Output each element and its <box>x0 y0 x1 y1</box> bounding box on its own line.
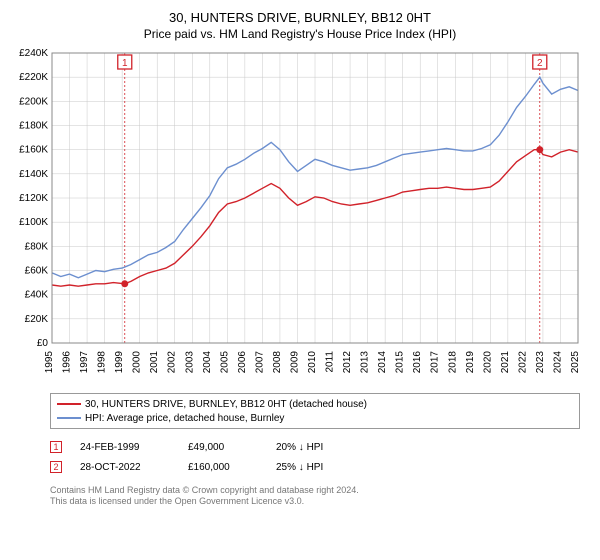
svg-text:2005: 2005 <box>219 351 230 374</box>
sale-date: 24-FEB-1999 <box>80 442 170 453</box>
svg-text:2006: 2006 <box>237 351 248 374</box>
legend-row: 30, HUNTERS DRIVE, BURNLEY, BB12 0HT (de… <box>57 397 573 411</box>
svg-text:2003: 2003 <box>184 351 195 374</box>
svg-text:2009: 2009 <box>289 351 300 374</box>
line-chart: £0 £20K £40K £60K £80K £100K £120K £140K £160K £1… <box>10 47 590 387</box>
svg-text:2021: 2021 <box>500 351 511 374</box>
svg-text:£240K: £240K <box>19 48 48 59</box>
legend: 30, HUNTERS DRIVE, BURNLEY, BB12 0HT (de… <box>50 393 580 429</box>
legend-label: HPI: Average price, detached house, Burn… <box>85 413 284 424</box>
svg-text:£220K: £220K <box>19 72 48 83</box>
svg-text:£60K: £60K <box>25 266 49 277</box>
svg-text:2: 2 <box>537 58 543 69</box>
credit-line: This data is licensed under the Open Gov… <box>50 496 580 507</box>
svg-text:1996: 1996 <box>62 351 73 374</box>
legend-label: 30, HUNTERS DRIVE, BURNLEY, BB12 0HT (de… <box>85 399 367 410</box>
svg-text:2002: 2002 <box>167 351 178 374</box>
svg-text:£120K: £120K <box>19 193 48 204</box>
svg-text:£40K: £40K <box>25 290 49 301</box>
credits: Contains HM Land Registry data © Crown c… <box>50 485 580 508</box>
sale-row: 2 28-OCT-2022 £160,000 25% ↓ HPI <box>50 457 580 477</box>
svg-text:2020: 2020 <box>482 351 493 374</box>
sale-price: £49,000 <box>188 442 258 453</box>
svg-text:£100K: £100K <box>19 217 48 228</box>
svg-text:2016: 2016 <box>412 351 423 374</box>
chart-subtitle: Price paid vs. HM Land Registry's House … <box>10 27 590 41</box>
svg-text:2015: 2015 <box>395 351 406 374</box>
legend-swatch <box>57 403 81 405</box>
credit-line: Contains HM Land Registry data © Crown c… <box>50 485 580 496</box>
legend-row: HPI: Average price, detached house, Burn… <box>57 411 573 425</box>
svg-text:1999: 1999 <box>114 351 125 374</box>
sale-marker-icon: 2 <box>50 461 62 473</box>
svg-text:2000: 2000 <box>132 351 143 374</box>
sales-table: 1 24-FEB-1999 £49,000 20% ↓ HPI 2 28-OCT… <box>50 437 580 477</box>
svg-text:2014: 2014 <box>377 351 388 374</box>
chart-area: £0 £20K £40K £60K £80K £100K £120K £140K £160K £1… <box>10 47 590 387</box>
svg-text:£20K: £20K <box>25 314 49 325</box>
sale-delta: 25% ↓ HPI <box>276 462 323 473</box>
svg-text:2010: 2010 <box>307 351 318 374</box>
svg-text:1: 1 <box>122 58 128 69</box>
svg-text:2022: 2022 <box>517 351 528 374</box>
svg-text:2008: 2008 <box>272 351 283 374</box>
svg-text:£200K: £200K <box>19 96 48 107</box>
svg-text:1997: 1997 <box>79 351 90 374</box>
svg-text:2004: 2004 <box>202 351 213 374</box>
svg-text:2025: 2025 <box>570 351 581 374</box>
legend-swatch <box>57 417 81 419</box>
svg-text:1995: 1995 <box>44 351 55 374</box>
svg-text:£180K: £180K <box>19 121 48 132</box>
svg-text:2024: 2024 <box>552 351 563 374</box>
sale-date: 28-OCT-2022 <box>80 462 170 473</box>
sale-price: £160,000 <box>188 462 258 473</box>
svg-text:£80K: £80K <box>25 241 49 252</box>
svg-text:2001: 2001 <box>149 351 160 374</box>
svg-text:2007: 2007 <box>254 351 265 374</box>
sale-marker-icon: 1 <box>50 441 62 453</box>
sale-row: 1 24-FEB-1999 £49,000 20% ↓ HPI <box>50 437 580 457</box>
svg-text:£0: £0 <box>37 338 49 349</box>
svg-text:2018: 2018 <box>447 351 458 374</box>
svg-text:£140K: £140K <box>19 169 48 180</box>
svg-text:2023: 2023 <box>535 351 546 374</box>
sale-delta: 20% ↓ HPI <box>276 442 323 453</box>
chart-title: 30, HUNTERS DRIVE, BURNLEY, BB12 0HT <box>10 10 590 25</box>
svg-text:2011: 2011 <box>325 351 336 373</box>
svg-text:1998: 1998 <box>97 351 108 374</box>
svg-text:£160K: £160K <box>19 145 48 156</box>
svg-text:2019: 2019 <box>465 351 476 374</box>
svg-text:2013: 2013 <box>360 351 371 374</box>
svg-text:2012: 2012 <box>342 351 353 374</box>
svg-text:2017: 2017 <box>430 351 441 374</box>
